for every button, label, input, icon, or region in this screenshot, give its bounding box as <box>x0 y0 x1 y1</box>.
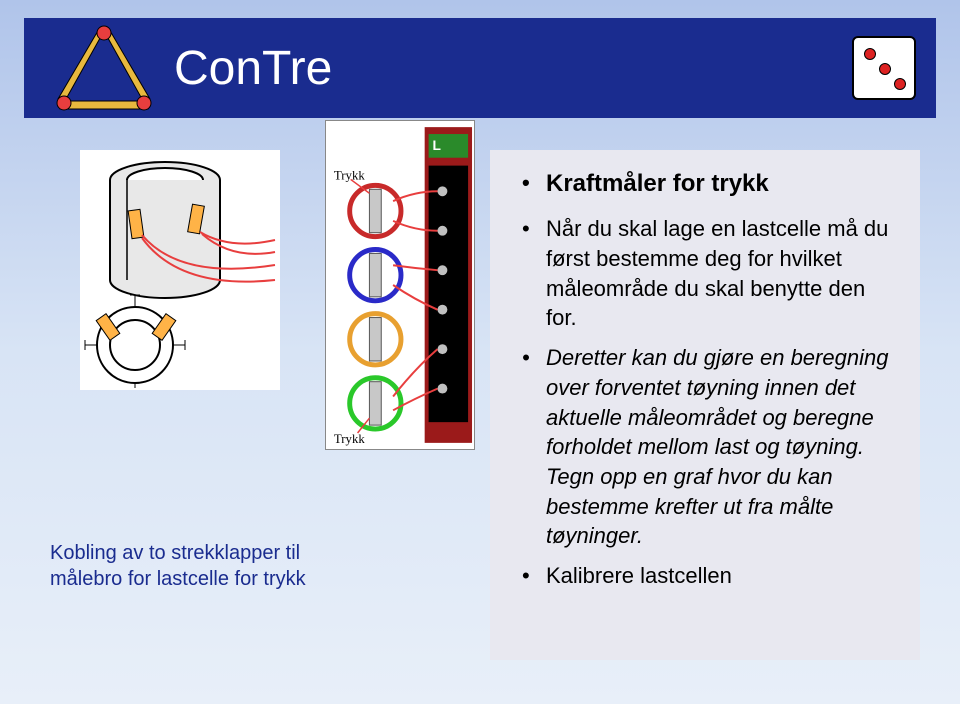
list-item-italic: Deretter kan du gjøre en beregning over … <box>520 343 900 551</box>
bullet-list: Kraftmåler for trykk Når du skal lage en… <box>520 168 900 591</box>
circuit-diagram: L Trykk <box>325 120 475 450</box>
list-item: Kalibrere lastcellen <box>520 561 900 591</box>
list-item-heading: Kraftmåler for trykk <box>520 168 900 200</box>
caption-line-2: målebro for lastcelle for trykk <box>50 568 306 590</box>
label-trykk-top: Trykk <box>334 168 365 182</box>
svg-text:L: L <box>433 137 441 153</box>
dice-icon <box>852 36 916 100</box>
caption-line-1: Kobling av to strekklapper til <box>50 542 300 564</box>
text-panel: Kraftmåler for trykk Når du skal lage en… <box>490 150 920 660</box>
cylinder-diagram <box>80 150 280 390</box>
triangle-logo-icon <box>54 23 154 113</box>
label-trykk-bottom: Trykk <box>334 432 365 446</box>
header-bar: ConTre <box>24 18 936 118</box>
figure-caption: Kobling av to strekklapper til målebro f… <box>50 540 310 592</box>
left-column: Kobling av to strekklapper til målebro f… <box>40 150 320 674</box>
page-title: ConTre <box>174 41 852 96</box>
content-area: Kobling av to strekklapper til målebro f… <box>40 150 920 674</box>
middle-column: L Trykk <box>320 120 480 674</box>
list-item: Når du skal lage en lastcelle må du førs… <box>520 214 900 333</box>
